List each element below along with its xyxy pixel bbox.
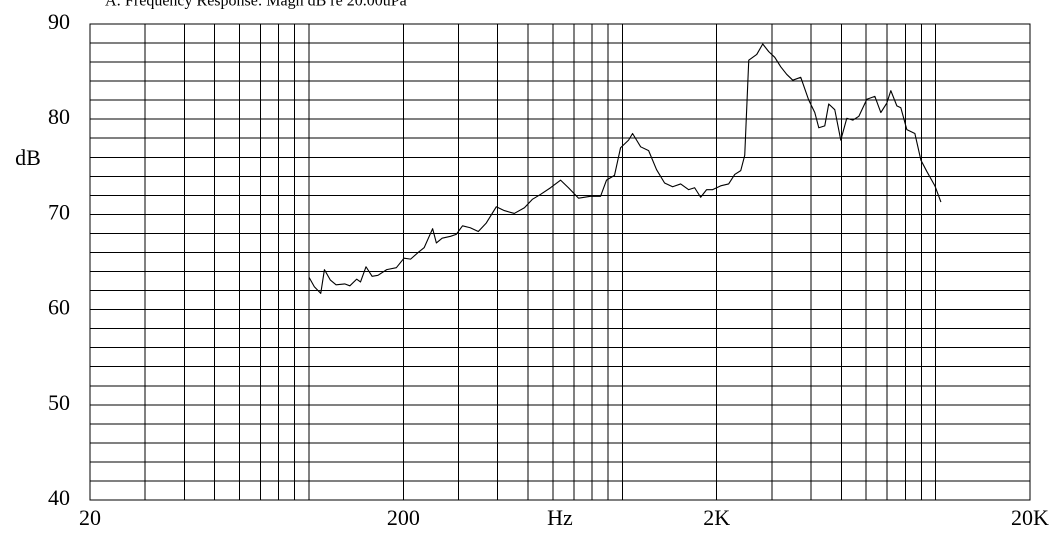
y-tick-label: 80 bbox=[48, 104, 70, 129]
y-tick-label: 40 bbox=[48, 485, 70, 510]
x-tick-label: 200 bbox=[387, 505, 420, 530]
y-axis-label: dB bbox=[15, 145, 41, 170]
x-tick-label: 2K bbox=[703, 505, 730, 530]
y-tick-label: 50 bbox=[48, 390, 70, 415]
response-curve bbox=[308, 43, 942, 294]
y-tick-label: 60 bbox=[48, 295, 70, 320]
x-tick-label: 20 bbox=[79, 505, 101, 530]
x-tick-label: 20K bbox=[1011, 505, 1049, 530]
x-axis-label: Hz bbox=[547, 505, 573, 530]
y-tick-label: 70 bbox=[48, 199, 70, 224]
chart-title: A: Frequency Response: Magn dB re 20.00u… bbox=[105, 0, 407, 10]
y-tick-label: 90 bbox=[48, 9, 70, 34]
plot-frame bbox=[89, 23, 1031, 501]
